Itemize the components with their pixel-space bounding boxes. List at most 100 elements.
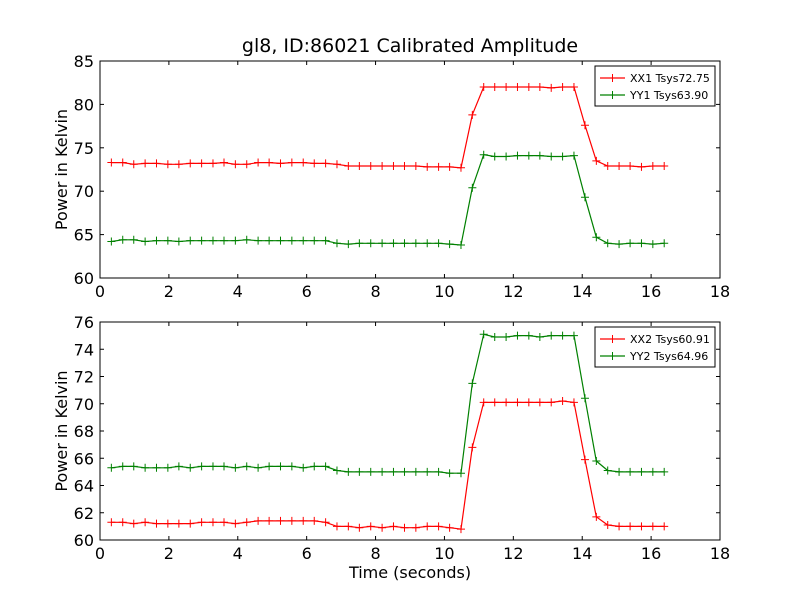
bottom-data-point <box>569 398 578 407</box>
bottom-data-point <box>445 469 454 478</box>
bottom-x-tick-label: 4 <box>233 544 243 563</box>
top-data-point <box>310 159 319 168</box>
bottom-data-point <box>186 463 195 472</box>
bottom-legend-label: YY2 Tsys64.96 <box>629 350 708 363</box>
top-x-tick-label: 0 <box>95 282 105 301</box>
bottom-data-point <box>558 331 567 340</box>
top-data-point <box>378 239 387 248</box>
top-data-point <box>208 159 217 168</box>
top-data-point <box>445 162 454 171</box>
bottom-data-point <box>276 516 285 525</box>
top-y-tick-label: 70 <box>74 182 94 201</box>
bottom-data-point <box>208 518 217 527</box>
top-y-tick-label: 85 <box>74 52 94 71</box>
top-data-point <box>287 158 296 167</box>
top-data-point <box>276 159 285 168</box>
top-x-tick-label: 10 <box>434 282 454 301</box>
top-data-point <box>265 158 274 167</box>
bottom-y-tick-label: 66 <box>74 449 94 468</box>
bottom-data-point <box>445 523 454 532</box>
bottom-data-point <box>321 462 330 471</box>
bottom-data-point <box>479 398 488 407</box>
top-data-point <box>547 152 556 161</box>
bottom-data-point <box>152 463 161 472</box>
bottom-data-point <box>389 522 398 531</box>
top-data-point <box>423 162 432 171</box>
top-data-point <box>163 236 172 245</box>
top-x-tick-label: 4 <box>233 282 243 301</box>
bottom-data-point <box>411 523 420 532</box>
top-x-tick-label: 6 <box>302 282 312 301</box>
figure-title: gl8, ID:86021 Calibrated Amplitude <box>242 35 578 57</box>
top-legend: XX1 Tsys72.75 YY1 Tsys63.90 <box>594 65 716 107</box>
top-data-point <box>603 239 612 248</box>
bottom-x-tick-label: 16 <box>641 544 661 563</box>
bottom-data-point <box>569 331 578 340</box>
top-data-point <box>558 83 567 92</box>
bottom-data-point <box>637 522 646 531</box>
bottom-data-point <box>423 467 432 476</box>
top-data-point <box>197 159 206 168</box>
bottom-data-point <box>254 516 263 525</box>
top-data-point <box>107 237 116 246</box>
top-data-point <box>569 83 578 92</box>
bottom-y-tick-label: 64 <box>74 477 94 496</box>
bottom-data-point <box>242 518 251 527</box>
bottom-data-point <box>242 462 251 471</box>
bottom-data-point <box>524 331 533 340</box>
bottom-data-point <box>152 519 161 528</box>
bottom-data-point <box>163 519 172 528</box>
bottom-x-tick-label: 12 <box>503 544 523 563</box>
top-data-point <box>118 235 127 244</box>
top-data-point <box>637 162 646 171</box>
bottom-x-tick-label: 18 <box>710 544 730 563</box>
bottom-data-point <box>547 398 556 407</box>
bottom-legend-marker <box>608 335 617 343</box>
bottom-data-point <box>400 467 409 476</box>
top-data-point <box>299 158 308 167</box>
bottom-data-point <box>660 522 669 531</box>
bottom-x-tick-label: 14 <box>572 544 592 563</box>
top-data-point <box>400 239 409 248</box>
top-plot-frame <box>99 60 721 279</box>
top-data-point <box>378 162 387 171</box>
bottom-data-point <box>389 467 398 476</box>
top-data-point <box>220 158 228 167</box>
bottom-data-point <box>592 456 601 465</box>
bottom-data-point <box>615 467 624 476</box>
bottom-data-point <box>513 398 522 407</box>
bottom-data-point <box>626 522 635 531</box>
bottom-data-point <box>197 462 206 471</box>
top-data-point <box>355 239 364 248</box>
bottom-data-point <box>580 394 589 403</box>
top-data-point <box>276 236 285 245</box>
top-data-point <box>456 163 465 172</box>
top-data-point <box>321 236 330 245</box>
bottom-y-tick-label: 60 <box>74 531 94 550</box>
bottom-data-point <box>208 462 217 471</box>
top-x-tick-label: 8 <box>370 282 380 301</box>
top-data-point <box>513 83 522 92</box>
bottom-data-point <box>479 330 488 339</box>
bottom-data-point <box>265 462 274 471</box>
top-data-point <box>479 83 488 92</box>
top-data-point <box>535 151 544 160</box>
top-data-point <box>400 162 409 171</box>
bottom-data-point <box>355 523 364 532</box>
top-data-point <box>603 162 612 171</box>
top-data-point <box>592 156 601 165</box>
top-data-point <box>558 152 567 161</box>
top-legend-label: XX1 Tsys72.75 <box>630 72 710 85</box>
bottom-x-tick-label: 0 <box>95 544 105 563</box>
bottom-data-point <box>163 463 172 472</box>
top-panel: 0 2 4 6 8 10 12 14 16 18 60 65 70 75 80 85 Power in Kelv… <box>52 52 730 301</box>
bottom-data-point <box>648 522 657 531</box>
bottom-data-point <box>490 332 499 341</box>
bottom-data-point <box>129 462 138 471</box>
top-series-yy <box>107 150 669 250</box>
bottom-y-tick-label: 70 <box>74 395 94 414</box>
bottom-y-tick-label: 74 <box>74 340 94 359</box>
top-data-point <box>434 239 443 248</box>
